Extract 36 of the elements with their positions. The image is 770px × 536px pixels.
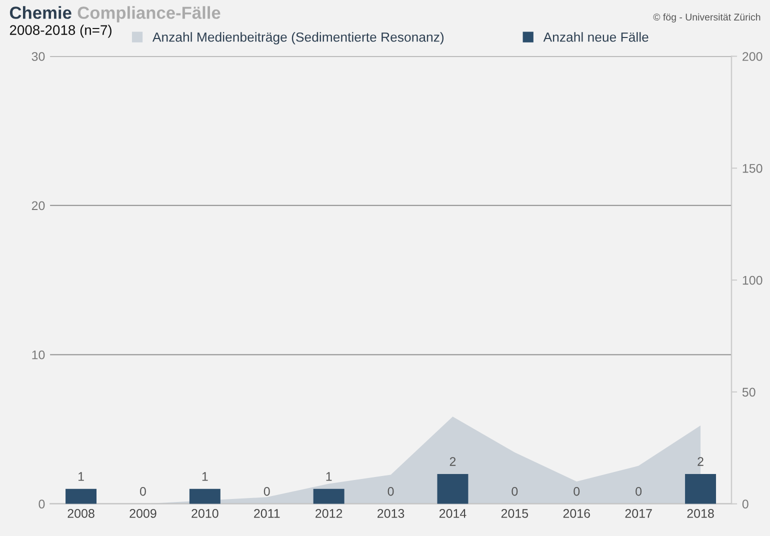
x-tick-label: 2013 [378, 509, 404, 518]
data-label: 0 [574, 486, 580, 496]
x-tick-label: 2010 [192, 509, 218, 518]
data-label: 0 [264, 486, 270, 496]
x-tick-label: 2018 [687, 509, 714, 518]
x-tick-label: 2017 [625, 509, 652, 518]
y-tick-label: 30 [32, 52, 45, 61]
chart-subtitle: 2008-2018 (n=7) [10, 24, 112, 38]
x-tick-label: 2009 [130, 509, 156, 518]
chart-title: Chemie Compliance-Fälle [10, 6, 220, 22]
y2-tick-label: 50 [742, 388, 756, 397]
data-label: 0 [388, 486, 394, 496]
legend-label: Anzahl Medienbeiträge (Sedimentierte Resonanz) [152, 32, 444, 44]
x-tick-label: 2012 [316, 509, 342, 518]
y2-tick-label: 100 [742, 276, 762, 285]
y-tick-label: 0 [38, 500, 45, 508]
data-label: 1 [326, 472, 332, 481]
data-label: 1 [78, 472, 84, 481]
y2-tick-label: 150 [742, 164, 762, 173]
x-tick-label: 2015 [501, 509, 528, 518]
data-label: 0 [636, 486, 642, 496]
data-label: 0 [140, 486, 146, 496]
data-label: 1 [202, 472, 208, 481]
x-tick-label: 2008 [68, 509, 94, 518]
text: © fög - Universität Zürich [653, 13, 760, 22]
y2-tick-label: 0 [742, 500, 748, 508]
data-label: 2 [450, 457, 456, 466]
x-tick-label: 2014 [439, 509, 466, 518]
x-tick-label: 2011 [254, 509, 280, 518]
data-label: 0 [512, 486, 518, 496]
y-tick-label: 20 [32, 201, 45, 210]
y-tick-label: 10 [32, 350, 45, 360]
legend-label: Anzahl neue Fälle [543, 32, 648, 42]
y2-tick-label: 200 [742, 52, 762, 61]
data-label: 2 [698, 457, 704, 466]
x-tick-label: 2016 [563, 509, 590, 518]
